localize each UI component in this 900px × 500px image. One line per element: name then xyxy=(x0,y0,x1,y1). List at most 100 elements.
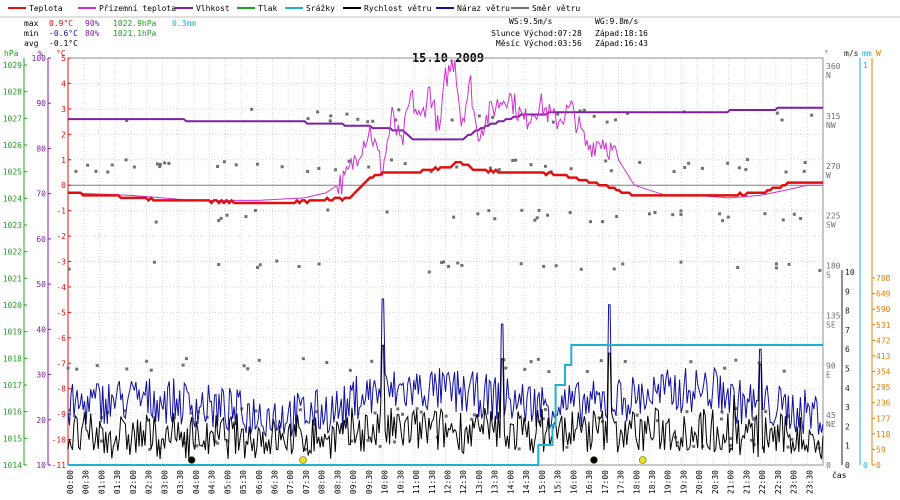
wind-dir-point-76 xyxy=(366,120,370,124)
wind-dir-point-204 xyxy=(415,407,419,411)
wind-dir-point-88 xyxy=(329,114,333,118)
plot-series xyxy=(66,59,824,466)
dir-axis-title: ° xyxy=(824,49,829,58)
wind-dir-point-175 xyxy=(700,166,704,170)
wind-dir-point-42 xyxy=(493,217,497,221)
wind-dir-point-111 xyxy=(163,161,167,165)
temp-tick--10: -10 xyxy=(52,436,67,445)
hpa-tick-1022: 1022 xyxy=(3,248,22,257)
wind-dir-point-174 xyxy=(371,119,375,123)
wind-dir-point-26 xyxy=(316,110,320,114)
wind-dir-point-91 xyxy=(734,407,738,411)
marker-moon-set xyxy=(590,456,598,464)
wind-dir-point-1 xyxy=(225,213,229,217)
stat-moon-rise: Východ:03:56 xyxy=(524,39,582,48)
hpa-tick-1020: 1020 xyxy=(3,301,22,310)
wind-dir-point-80 xyxy=(195,444,199,448)
wind-dir-point-217 xyxy=(132,165,136,169)
ms-tick-10: 10 xyxy=(845,268,855,277)
wind-dir-point-78 xyxy=(181,363,185,367)
hpa-tick-1027: 1027 xyxy=(3,114,22,123)
wind-dir-point-210 xyxy=(538,420,542,424)
x-tick-0000: 00:00 xyxy=(66,470,75,494)
wind-dir-point-220 xyxy=(533,218,537,222)
wind-dir-point-85 xyxy=(764,410,768,414)
wind-dir-point-70 xyxy=(94,169,98,173)
wind-dir-point-37 xyxy=(246,367,250,371)
wind-dir-point-176 xyxy=(158,165,162,169)
wind-dir-point-53 xyxy=(535,216,539,220)
stat-max-hum: 90% xyxy=(85,19,100,28)
w-tick-590: 590 xyxy=(876,305,891,314)
w-tick-0: 0 xyxy=(876,461,881,470)
wind-dir-point-191 xyxy=(579,267,583,271)
wind-dir-point-148 xyxy=(254,409,258,413)
wind-dir-point-142 xyxy=(67,408,71,412)
wind-dir-point-10 xyxy=(347,159,351,163)
temp-tick--3: -3 xyxy=(56,258,66,267)
temp-tick-5: 5 xyxy=(61,54,66,63)
wind-dir-point-54 xyxy=(614,118,618,122)
dir-tick-360: 360 xyxy=(826,62,841,71)
wind-dir-point-171 xyxy=(328,119,332,123)
wind-dir-point-114 xyxy=(517,447,521,451)
wind-dir-point-144 xyxy=(370,359,374,363)
wind-dir-point-216 xyxy=(152,260,156,264)
x-tick-0830: 08:30 xyxy=(333,470,342,494)
wind-dir-point-110 xyxy=(679,260,683,264)
wind-dir-point-35 xyxy=(67,267,71,271)
wind-dir-point-45 xyxy=(605,120,609,124)
wind-dir-point-202 xyxy=(447,264,451,268)
dir-tick-0: 0 xyxy=(826,461,831,470)
temp-tick-2: 2 xyxy=(61,130,66,139)
stat-min-temp: -0.6°C xyxy=(49,29,78,38)
wind-dir-point-15 xyxy=(450,118,454,122)
wind-dir-point-81 xyxy=(554,264,558,268)
wind-dir-point-52 xyxy=(736,265,740,269)
wind-dir-point-63 xyxy=(86,163,90,167)
ms-tick-5: 5 xyxy=(845,365,850,374)
dir-compass-NW: NW xyxy=(826,121,836,130)
legend: Teplota Přízemní teplota Vlhkost Tlak Srážky… xyxy=(0,4,900,18)
wind-dir-point-164 xyxy=(597,416,601,420)
wind-dir-point-101 xyxy=(394,118,398,122)
pct-tick-70: 70 xyxy=(36,190,46,199)
x-tick-0700: 07:00 xyxy=(286,470,295,494)
wind-dir-point-119 xyxy=(373,411,377,415)
wind-dir-point-200 xyxy=(306,169,310,173)
wind-dir-point-55 xyxy=(301,357,305,361)
wind-dir-point-167 xyxy=(519,262,523,266)
wind-dir-point-71 xyxy=(148,447,152,451)
x-tick-1630: 16:30 xyxy=(585,470,594,494)
wind-dir-point-206 xyxy=(106,170,110,174)
wind-dir-point-17 xyxy=(326,208,330,212)
w-tick-649: 649 xyxy=(876,290,891,299)
x-axis: 00:00 00:30 01:00 01:30 02:00 02:30 03:00 03:30… xyxy=(66,470,814,494)
x-tick-1900: 19:00 xyxy=(664,470,673,494)
pct-tick-30: 30 xyxy=(36,371,46,380)
wind-dir-point-123 xyxy=(751,417,755,421)
wind-dir-point-122 xyxy=(720,410,724,414)
dir-tick-45: 45 xyxy=(826,411,836,420)
wind-dir-point-160 xyxy=(719,417,723,421)
legend-label-7: Směr větru xyxy=(532,4,580,13)
wind-dir-point-128 xyxy=(216,441,220,445)
legend-label-6: Náraz větru xyxy=(457,4,510,13)
wind-dir-point-14 xyxy=(110,163,114,167)
x-tick-0730: 07:30 xyxy=(302,470,311,494)
x-tick-2100: 21:00 xyxy=(727,470,736,494)
series-naraz-vetru xyxy=(67,298,824,438)
wind-dir-point-103 xyxy=(687,161,691,165)
temp-tick--5: -5 xyxy=(56,308,66,317)
pct-tick-90: 90 xyxy=(36,99,46,108)
ms-tick-0: 0 xyxy=(845,461,850,470)
marker-moon-rise xyxy=(187,456,196,464)
wind-dir-point-65 xyxy=(244,215,248,219)
wind-dir-point-118 xyxy=(750,438,754,442)
stat-avg-label: avg xyxy=(24,39,39,48)
dir-compass-SE: SE xyxy=(826,320,836,329)
wind-dir-point-146 xyxy=(551,120,555,124)
pct-tick-40: 40 xyxy=(36,325,46,334)
wind-dir-point-196 xyxy=(216,164,220,168)
x-tick-0030: 00:30 xyxy=(82,470,91,494)
